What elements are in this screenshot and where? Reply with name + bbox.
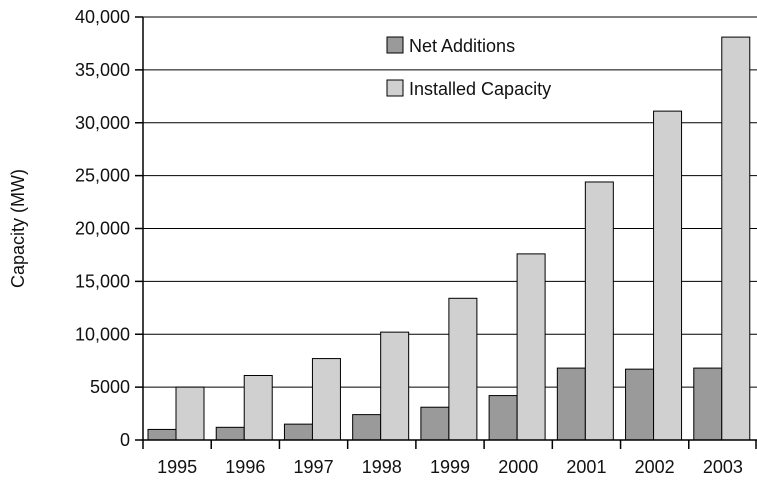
legend-label: Installed Capacity (409, 79, 551, 99)
x-tick-label: 2002 (635, 457, 675, 477)
x-tick-label: 2000 (498, 457, 538, 477)
bar-net-additions (420, 406, 450, 441)
x-ticks: 1995 1996 1997 1998 1999 2000 2001 2002 2003 (142, 440, 757, 477)
legend-swatch (386, 79, 404, 97)
bar-net-additions (693, 367, 723, 441)
x-tick-label: 2003 (703, 457, 743, 477)
bar-installed-capacity (311, 358, 341, 441)
y-ticks: 0 5000 10,000 15,000 20,000 25,000 30,000 35,00… (75, 7, 143, 450)
bar-net-additions (215, 426, 245, 441)
y-tick-label: 0 (120, 430, 130, 450)
bar-installed-capacity (175, 386, 205, 441)
bar-installed-capacity (721, 36, 751, 441)
legend: Net Additions Installed Capacity (386, 36, 551, 99)
bar-installed-capacity (584, 181, 614, 441)
bar-installed-capacity (448, 297, 478, 441)
y-tick-label: 35,000 (75, 60, 130, 80)
x-tick-label: 1997 (294, 457, 334, 477)
x-tick-label: 2001 (566, 457, 606, 477)
bar-installed-capacity (653, 110, 683, 441)
y-tick-label: 5000 (90, 377, 130, 397)
bar-net-additions (488, 395, 518, 441)
y-tick-label: 40,000 (75, 7, 130, 27)
y-tick-label: 25,000 (75, 166, 130, 186)
x-tick-label: 1995 (157, 457, 197, 477)
x-tick-label: 1998 (362, 457, 402, 477)
gridlines (143, 16, 757, 388)
bar-net-additions (283, 423, 313, 441)
x-tick-label: 1996 (225, 457, 265, 477)
bar-net-additions (147, 428, 177, 441)
bars (147, 36, 751, 441)
y-tick-label: 10,000 (75, 324, 130, 344)
legend-swatch (386, 36, 404, 54)
y-axis-title: Capacity (MW) (8, 169, 28, 288)
x-tick-label: 1999 (430, 457, 470, 477)
bar-net-additions (556, 367, 586, 441)
bar-net-additions (352, 414, 382, 441)
y-tick-label: 15,000 (75, 271, 130, 291)
bar-installed-capacity (380, 331, 410, 441)
bar-installed-capacity (243, 374, 273, 441)
y-tick-label: 30,000 (75, 113, 130, 133)
bar-net-additions (625, 368, 655, 441)
legend-label: Net Additions (409, 36, 515, 56)
bar-installed-capacity (516, 253, 546, 441)
y-tick-label: 20,000 (75, 219, 130, 239)
